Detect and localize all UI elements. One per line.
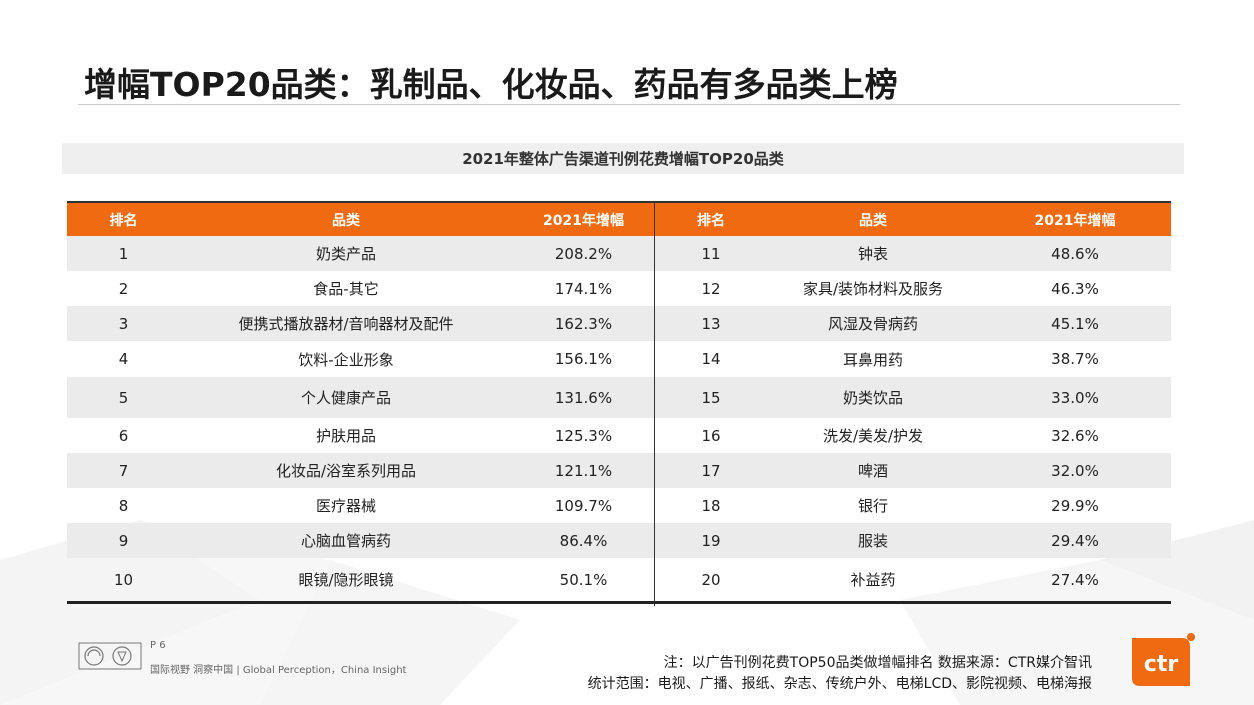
cell-growth-left: 131.6% <box>554 388 613 407</box>
header-growth-left: 2021年增幅 <box>543 212 624 229</box>
header-rank-right: 排名 <box>697 212 725 229</box>
cell-rank-right: 20 <box>701 570 721 589</box>
table-row: 4 饮料-企业形象 156.1% 14 耳鼻用药 38.7% <box>67 341 1171 377</box>
cell-category-left: 眼镜/隐形眼镜 <box>298 571 394 589</box>
cell-category-left: 化妆品/浴室系列用品 <box>275 462 417 480</box>
cell-growth-right: 32.6% <box>1051 426 1099 445</box>
cell-growth-left: 174.1% <box>554 279 613 298</box>
cell-category-right: 洗发/美发/护发 <box>822 427 924 445</box>
cell-rank-left: 2 <box>118 279 129 298</box>
cell-growth-left: 156.1% <box>554 350 613 368</box>
cell-rank-left: 6 <box>118 426 129 445</box>
table-header-row: 排名 品类 2021年增幅 排名 品类 2021年增幅 <box>67 201 1171 236</box>
header-category-left: 品类 <box>332 212 360 229</box>
cell-rank-left: 10 <box>113 570 134 589</box>
cell-category-left: 医疗器械 <box>315 497 376 515</box>
table-caption: 2021年整体广告渠道刊例花费增幅TOP20品类 <box>62 143 1184 174</box>
table-row: 1 奶类产品 208.2% 11 钟表 48.6% <box>67 236 1171 271</box>
cell-growth-left: 125.3% <box>554 426 613 445</box>
cell-rank-left: 1 <box>118 244 129 263</box>
cell-growth-left: 121.1% <box>554 461 613 480</box>
footnote-source: 注：以广告刊例花费TOP50品类做增幅排名 数据来源：CTR媒介智讯 <box>663 655 1092 671</box>
cell-category-right: 服装 <box>857 532 888 550</box>
footnote-scope: 统计范围：电视、广播、报纸、杂志、传统户外、电梯LCD、影院视频、电梯海报 <box>587 676 1092 692</box>
table-row: 5 个人健康产品 131.6% 15 奶类饮品 33.0% <box>67 377 1171 418</box>
cell-rank-right: 14 <box>701 350 721 368</box>
title-divider <box>78 104 1180 105</box>
table-row: 7 化妆品/浴室系列用品 121.1% 17 啤酒 32.0% <box>67 453 1171 488</box>
header-rank-left: 排名 <box>109 212 138 229</box>
cell-rank-right: 13 <box>701 314 721 333</box>
table-row: 10 眼镜/隐形眼镜 50.1% 20 补益药 27.4% <box>67 558 1171 601</box>
cell-growth-right: 29.9% <box>1051 496 1099 515</box>
cell-category-right: 家具/装饰材料及服务 <box>802 280 944 298</box>
cell-category-left: 个人健康产品 <box>300 389 391 407</box>
certification-seal-icon <box>78 642 142 670</box>
table-row: 8 医疗器械 109.7% 18 银行 29.9% <box>67 488 1171 523</box>
cell-category-left: 心脑血管病药 <box>300 532 391 550</box>
cell-growth-right: 45.1% <box>1051 314 1099 333</box>
cell-category-right: 奶类饮品 <box>842 389 903 407</box>
page-title: 增幅TOP20品类：乳制品、化妆品、药品有多品类上榜 <box>84 65 898 104</box>
cell-growth-left: 109.7% <box>554 496 613 515</box>
cell-rank-right: 12 <box>701 279 721 298</box>
cell-growth-left: 86.4% <box>559 531 608 550</box>
cell-rank-right: 11 <box>701 244 721 263</box>
cell-rank-left: 7 <box>118 461 129 480</box>
cell-category-left: 便携式播放器材/音响器材及配件 <box>238 315 454 333</box>
cell-rank-right: 19 <box>701 531 721 550</box>
logo-text: ctr <box>1144 652 1179 677</box>
cell-rank-right: 18 <box>701 496 721 515</box>
ranking-table: 排名 品类 2021年增幅 排名 品类 2021年增幅 1 奶类产品 208.2% 1… <box>67 201 1171 606</box>
cell-category-right: 补益药 <box>850 571 896 589</box>
table-row: 3 便携式播放器材/音响器材及配件 162.3% 13 风湿及骨病药 45.1% <box>67 306 1171 341</box>
cell-rank-left: 9 <box>118 531 129 550</box>
cell-rank-right: 16 <box>701 426 721 445</box>
cell-rank-left: 5 <box>118 388 129 407</box>
footnote: 注：以广告刊例花费TOP50品类做增幅排名 数据来源：CTR媒介智讯 统计范围：… <box>588 653 1092 695</box>
page-number: P 6 <box>150 640 166 651</box>
cell-growth-left: 162.3% <box>554 314 613 333</box>
cell-category-left: 饮料-企业形象 <box>298 350 394 369</box>
cell-category-left: 食品-其它 <box>313 280 379 298</box>
cell-rank-left: 3 <box>118 314 129 333</box>
cell-growth-right: 38.7% <box>1051 350 1099 368</box>
cell-growth-right: 29.4% <box>1051 531 1099 550</box>
cell-rank-right: 15 <box>701 388 721 407</box>
table-row: 9 心脑血管病药 86.4% 19 服装 29.4% <box>67 523 1171 558</box>
cell-growth-right: 46.3% <box>1051 279 1099 298</box>
cell-growth-right: 33.0% <box>1051 388 1099 407</box>
cell-category-left: 护肤用品 <box>315 427 376 445</box>
table-row: 6 护肤用品 125.3% 16 洗发/美发/护发 32.6% <box>67 418 1171 453</box>
cell-category-right: 风湿及骨病药 <box>827 315 918 333</box>
header-growth-right: 2021年增幅 <box>1034 212 1116 229</box>
cell-category-right: 耳鼻用药 <box>842 350 903 369</box>
cell-growth-right: 32.0% <box>1051 461 1099 480</box>
cell-growth-right: 48.6% <box>1051 244 1099 263</box>
cell-growth-right: 27.4% <box>1051 570 1099 589</box>
cell-growth-left: 208.2% <box>554 244 613 263</box>
cell-rank-left: 4 <box>118 350 129 368</box>
cell-category-right: 银行 <box>857 497 888 515</box>
ctr-logo-icon: ctr <box>1132 633 1195 686</box>
footer-slogan: 国际视野 洞察中国 | Global Perception，China Insi… <box>150 665 407 676</box>
cell-rank-right: 17 <box>701 461 721 480</box>
header-category-right: 品类 <box>859 212 887 229</box>
table-bottom-rule <box>67 601 1171 604</box>
cell-growth-left: 50.1% <box>559 570 608 589</box>
cell-category-right: 钟表 <box>857 245 888 263</box>
cell-category-left: 奶类产品 <box>315 245 376 263</box>
table-row: 2 食品-其它 174.1% 12 家具/装饰材料及服务 46.3% <box>67 271 1171 306</box>
cell-category-right: 啤酒 <box>857 462 888 480</box>
cell-rank-left: 8 <box>118 496 129 515</box>
